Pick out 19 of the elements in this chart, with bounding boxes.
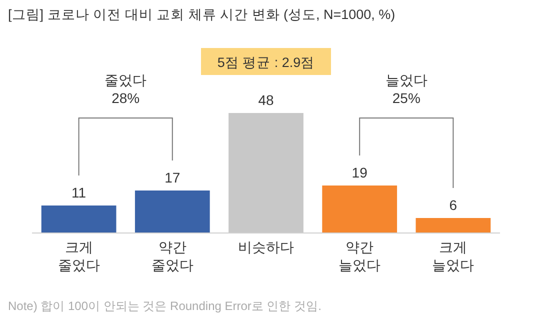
data-label: 17 [164,170,180,186]
bar [416,218,491,233]
text: 줄었다 28% [104,72,147,106]
x-tick-label: 약간 늘었다 [338,239,381,273]
x-tick-label: 비슷하다 [238,239,294,255]
x-tick-label: 크게 줄었다 [58,239,100,273]
bar [322,186,398,233]
text: Note) 합이 100이 안되는 것은 Rounding Error로 인한 것임. [8,299,322,313]
data-label: 6 [449,197,458,213]
x-tick-label: 크게 늘었다 [432,239,474,273]
chart-title: [그림] 코로나 이전 대비 교회 체류 시간 변화 (성도, N=1000, %) [8,7,396,22]
x-tick-label: 약간 줄었다 [151,239,194,273]
bar [134,190,210,233]
average-box: 5점 평균 : 2.9점 [201,48,331,75]
data-label: 11 [72,184,86,200]
bar [41,206,116,233]
text: 늘었다 25% [385,72,428,106]
data-label: 48 [258,92,274,108]
data-label: 19 [352,164,368,180]
